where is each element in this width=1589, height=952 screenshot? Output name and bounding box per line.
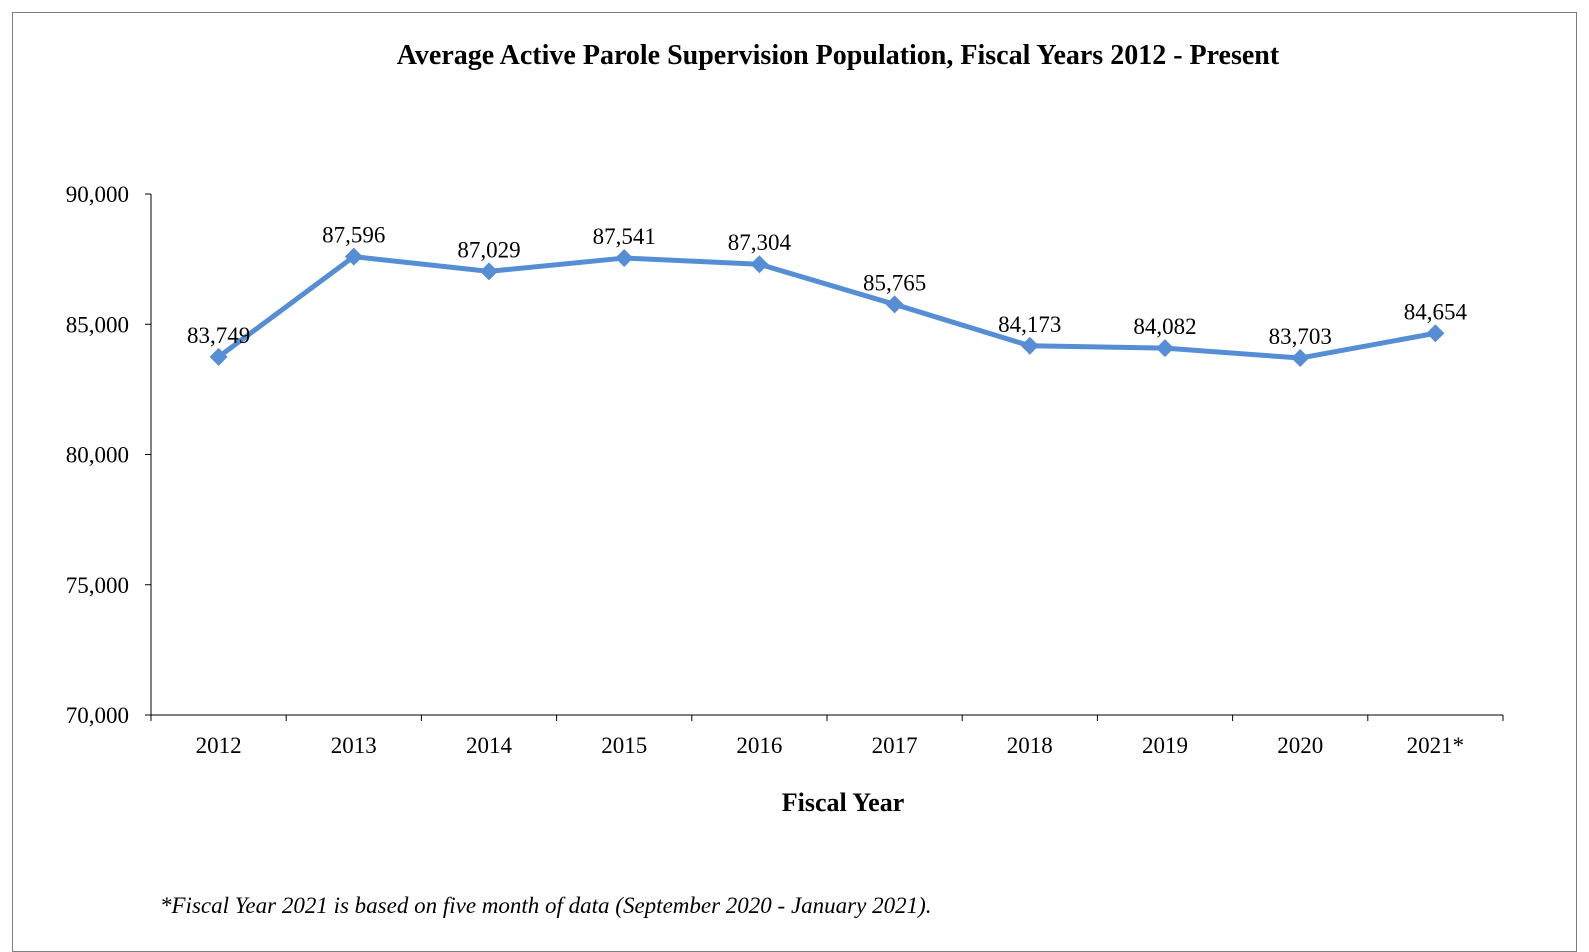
data-label: 85,765 xyxy=(863,270,926,295)
data-label: 84,654 xyxy=(1404,299,1468,324)
x-tick-label: 2019 xyxy=(1142,733,1188,758)
x-tick-label: 2018 xyxy=(1007,733,1053,758)
data-point-marker xyxy=(885,295,904,314)
x-tick-label: 2012 xyxy=(196,733,242,758)
series-line xyxy=(217,254,1436,361)
x-axis-title: Fiscal Year xyxy=(781,788,905,817)
data-label: 84,082 xyxy=(1133,314,1196,339)
y-tick-label: 70,000 xyxy=(66,703,129,728)
data-label: 83,749 xyxy=(187,323,250,348)
x-tick-label: 2020 xyxy=(1277,733,1323,758)
data-point-marker xyxy=(1291,349,1310,368)
x-tick-label: 2016 xyxy=(736,733,782,758)
data-point-marker xyxy=(1426,324,1445,343)
data-label: 87,596 xyxy=(322,223,385,248)
footnote: *Fiscal Year 2021 is based on five month… xyxy=(160,893,932,918)
data-point-marker xyxy=(480,262,498,281)
x-tick-label: 2015 xyxy=(601,733,647,758)
chart-title: Average Active Parole Supervision Popula… xyxy=(396,40,1280,71)
data-point-marker xyxy=(615,249,634,268)
data-point-marker xyxy=(344,247,363,266)
y-tick-label: 75,000 xyxy=(66,573,129,598)
x-tick-label: 2013 xyxy=(331,733,377,758)
y-tick-label: 90,000 xyxy=(66,182,129,207)
data-label: 87,304 xyxy=(728,230,792,255)
data-point-marker xyxy=(750,255,769,274)
data-label: 84,173 xyxy=(998,312,1061,337)
data-point-marker xyxy=(1156,339,1174,358)
chart-frame xyxy=(12,12,1577,952)
x-tick-label: 2021* xyxy=(1407,733,1465,758)
x-tick-label: 2017 xyxy=(872,733,918,758)
data-label: 87,541 xyxy=(593,224,656,249)
x-tick-label: 2014 xyxy=(466,733,513,758)
data-label: 87,029 xyxy=(457,237,520,262)
y-tick-label: 85,000 xyxy=(66,312,129,337)
y-tick-label: 80,000 xyxy=(66,443,129,468)
data-point-marker xyxy=(209,347,228,366)
data-label: 83,703 xyxy=(1269,324,1332,349)
data-point-marker xyxy=(1020,336,1039,355)
